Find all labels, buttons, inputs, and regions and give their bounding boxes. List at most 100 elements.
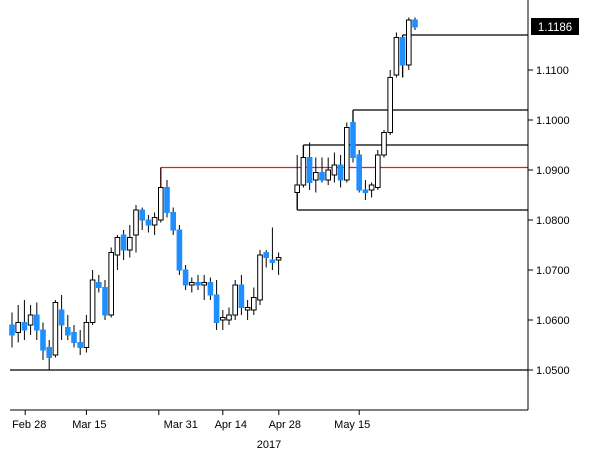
candle-body-down: [263, 252, 269, 258]
candle-body-up: [251, 297, 257, 311]
candle-body-down: [399, 37, 406, 66]
candle: [306, 142, 313, 190]
candle-body-up: [114, 237, 121, 256]
candle-body-up: [158, 187, 164, 221]
candle-body-up: [257, 254, 263, 301]
candle: [65, 315, 71, 340]
candle: [325, 157, 331, 185]
candle-body-up: [15, 322, 21, 333]
candle-body-up: [381, 132, 387, 156]
candle-body-down: [213, 294, 220, 323]
candle-body-up: [387, 77, 393, 133]
candle: [387, 70, 393, 135]
candle-body-up: [127, 237, 133, 251]
candle: [189, 277, 195, 293]
candle-body-down: [21, 322, 28, 331]
candle-body-up: [201, 282, 207, 286]
candle: [9, 312, 15, 348]
candle: [232, 280, 238, 320]
candle: [34, 302, 40, 340]
candle: [412, 17, 418, 30]
x-tick-label: Apr 14: [215, 419, 247, 431]
last-price-box: [531, 18, 579, 35]
candle-body-up: [133, 209, 139, 236]
candle: [257, 250, 263, 305]
candle-body-up: [108, 252, 115, 316]
y-tick-label: 1.1000: [536, 115, 570, 127]
candle: [158, 167, 164, 223]
candle: [176, 225, 183, 275]
candle-body-down: [58, 309, 65, 326]
candle: [77, 330, 84, 355]
x-tick-label: Apr 28: [269, 419, 301, 431]
candle: [139, 207, 145, 230]
candle-body-down: [71, 332, 77, 343]
x-tick-label: Mar 31: [164, 419, 198, 431]
candle: [127, 225, 133, 258]
candle: [21, 300, 28, 340]
candle-body-up: [244, 307, 251, 311]
candle-body-down: [238, 284, 245, 308]
candle: [164, 180, 170, 218]
y-tick-label: 1.0600: [536, 315, 570, 327]
candle: [58, 295, 65, 340]
candle: [207, 277, 214, 300]
candle-body-up: [331, 164, 338, 176]
candle: [331, 152, 338, 183]
candle-body-up: [89, 279, 96, 323]
candle-body-up: [406, 19, 412, 66]
candle-body-up: [83, 322, 90, 348]
candle: [275, 252, 282, 275]
candle-body-up: [368, 184, 375, 191]
candle-body-up: [313, 172, 319, 181]
candle-body-up: [27, 314, 34, 326]
candle: [263, 250, 269, 268]
candle: [89, 270, 96, 325]
candle: [220, 310, 226, 330]
candle-body-up: [325, 169, 331, 181]
x-axis-year-label: 2017: [257, 439, 281, 451]
candle-body-up: [232, 284, 238, 316]
candle-body-down: [9, 324, 15, 336]
candle: [120, 230, 127, 260]
candle: [294, 155, 300, 208]
candle: [96, 275, 102, 293]
candle: [201, 275, 207, 300]
candle-body-down: [170, 212, 176, 231]
candle-body-down: [40, 329, 46, 351]
candle-body-down: [350, 122, 356, 158]
candle: [114, 235, 121, 270]
candle: [83, 315, 90, 353]
candle: [251, 287, 257, 315]
candle-body-down: [207, 282, 214, 296]
candle-body-down: [182, 269, 189, 286]
candles: [9, 17, 418, 370]
candle-body-down: [46, 347, 53, 358]
candle: [151, 212, 158, 235]
candle-body-up: [294, 184, 300, 193]
candle: [375, 150, 381, 190]
candle-body-down: [306, 157, 313, 183]
candle: [399, 35, 406, 78]
candle-body-down: [65, 327, 71, 336]
candle: [213, 280, 220, 330]
y-tick-label: 1.1100: [536, 65, 569, 77]
candle: [182, 265, 189, 290]
candle: [406, 17, 412, 70]
candle: [170, 207, 176, 235]
y-tick-label: 1.0800: [536, 215, 570, 227]
candle: [15, 305, 21, 343]
candle-body-down: [77, 342, 84, 348]
candle-body-down: [269, 259, 276, 263]
candle-body-up: [300, 157, 307, 186]
candle-body-down: [362, 189, 369, 193]
candle: [133, 205, 139, 253]
candle: [269, 227, 276, 270]
candle-body-down: [120, 234, 127, 251]
candle-body-up: [151, 217, 158, 226]
candle: [238, 275, 245, 315]
candle: [337, 155, 344, 188]
candle-body-up: [220, 317, 226, 321]
